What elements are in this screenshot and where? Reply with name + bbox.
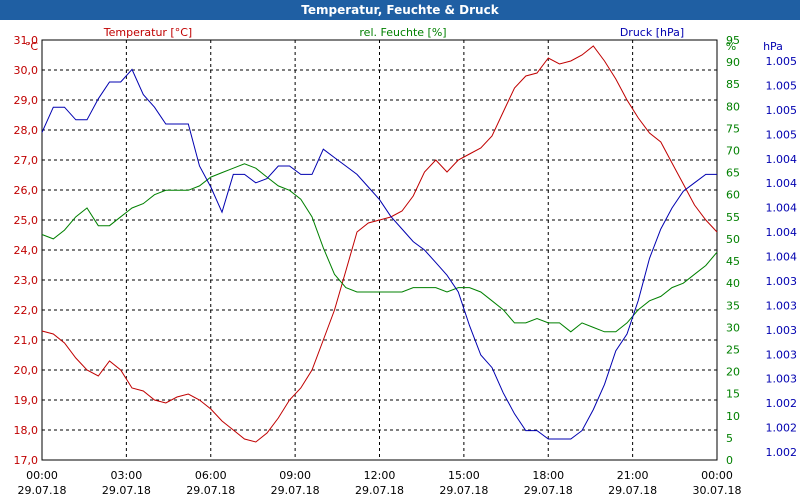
x-tick-label-date: 29.07.18 — [18, 484, 67, 497]
x-tick-label-time: 09:00 — [279, 469, 311, 482]
x-tick-label-time: 00:00 — [701, 469, 733, 482]
y-tick-label-pressure: 1.002 — [766, 422, 798, 435]
y-tick-label-humidity: 15 — [726, 388, 740, 401]
y-tick-label-temperature: 31,0 — [14, 34, 39, 47]
y-tick-label-pressure: 1.003 — [766, 348, 798, 361]
y-tick-label-humidity: 35 — [726, 299, 740, 312]
x-tick-label-date: 29.07.18 — [524, 484, 573, 497]
y-tick-label-temperature: 18,0 — [14, 424, 39, 437]
x-tick-label-date: 29.07.18 — [608, 484, 657, 497]
x-tick-label-time: 00:00 — [26, 469, 58, 482]
y-tick-label-pressure: 1.003 — [766, 299, 798, 312]
y-tick-label-humidity: 50 — [726, 233, 740, 246]
axes: 31,0 30,0 29,0 28,0 27,0 26,0 25,0 24,0 23,0 22,0… — [14, 26, 798, 497]
y-tick-label-temperature: 21,0 — [14, 334, 39, 347]
y-tick-label-humidity: 45 — [726, 255, 740, 268]
y-tick-label-temperature: 28,0 — [14, 124, 39, 137]
series — [41, 45, 718, 443]
y-tick-label-humidity: 75 — [726, 122, 740, 135]
y-tick-label-pressure: 1.004 — [766, 153, 798, 166]
y-tick-label-temperature: 17,0 — [14, 454, 39, 467]
y-tick-label-temperature: 30,0 — [14, 64, 39, 77]
x-tick-label-date: 30.07.18 — [693, 484, 742, 497]
grid — [41, 39, 718, 461]
y-tick-label-humidity: 65 — [726, 167, 740, 180]
x-tick-label-date: 29.07.18 — [439, 484, 488, 497]
x-tick-label-date: 29.07.18 — [271, 484, 320, 497]
x-tick-label-time: 18:00 — [532, 469, 564, 482]
y-tick-label-pressure: 1.005 — [766, 79, 798, 92]
right-axis-unit: % — [726, 40, 736, 53]
y-tick-label-humidity: 20 — [726, 366, 740, 379]
y-tick-label-humidity: 80 — [726, 100, 740, 113]
y-tick-label-temperature: 20,0 — [14, 364, 39, 377]
y-tick-label-pressure: 1.004 — [766, 226, 798, 239]
y-tick-label-pressure: 1.002 — [766, 446, 798, 459]
y-tick-label-temperature: 26,0 — [14, 184, 39, 197]
y-tick-label-pressure: 1.003 — [766, 275, 798, 288]
y-tick-label-humidity: 25 — [726, 343, 740, 356]
pressure-legend-label: Druck [hPa] — [620, 26, 684, 39]
humidity-legend-label: rel. Feuchte [%] — [359, 26, 446, 39]
y-tick-label-pressure: 1.004 — [766, 202, 798, 215]
y-tick-label-humidity: 95 — [726, 34, 740, 47]
y-tick-label-temperature: 25,0 — [14, 214, 39, 227]
y-tick-label-pressure: 1.005 — [766, 104, 798, 117]
y-tick-label-humidity: 85 — [726, 78, 740, 91]
y-tick-label-pressure: 1.004 — [766, 251, 798, 264]
y-tick-label-humidity: 70 — [726, 145, 740, 158]
y-tick-label-pressure: 1.003 — [766, 373, 798, 386]
y-tick-label-humidity: 0 — [726, 454, 733, 467]
y-tick-label-pressure: 1.003 — [766, 324, 798, 337]
series-line-temperature — [41, 45, 718, 443]
x-tick-label-time: 21:00 — [617, 469, 649, 482]
y-tick-label-pressure: 1.002 — [766, 397, 798, 410]
y-tick-label-humidity: 60 — [726, 189, 740, 202]
y-tick-label-temperature: 24,0 — [14, 244, 39, 257]
y-tick-label-humidity: 10 — [726, 410, 740, 423]
x-tick-label-date: 29.07.18 — [102, 484, 151, 497]
y-tick-label-temperature: 29,0 — [14, 94, 39, 107]
temperature-legend-label: Temperatur [°C] — [103, 26, 192, 39]
y-tick-label-humidity: 5 — [726, 432, 733, 445]
y-tick-label-temperature: 22,0 — [14, 304, 39, 317]
y-tick-label-humidity: 40 — [726, 277, 740, 290]
chart-title: Temperatur, Feuchte & Druck — [0, 0, 800, 20]
x-tick-label-time: 12:00 — [364, 469, 396, 482]
y-tick-label-pressure: 1.004 — [766, 177, 798, 190]
x-tick-label-date: 29.07.18 — [355, 484, 404, 497]
left-axis-unit: °C — [25, 40, 39, 53]
x-tick-label-time: 03:00 — [111, 469, 143, 482]
y-tick-label-pressure: 1.005 — [766, 55, 798, 68]
series-line-humidity — [41, 163, 718, 333]
y-tick-label-humidity: 90 — [726, 56, 740, 69]
x-tick-label-date: 29.07.18 — [186, 484, 235, 497]
far-right-axis-unit: hPa — [763, 40, 783, 53]
y-tick-label-humidity: 30 — [726, 321, 740, 334]
x-tick-label-time: 15:00 — [448, 469, 480, 482]
series-line-pressure — [41, 68, 717, 440]
y-tick-label-temperature: 23,0 — [14, 274, 39, 287]
y-tick-label-temperature: 19,0 — [14, 394, 39, 407]
x-tick-label-time: 06:00 — [195, 469, 227, 482]
y-tick-label-temperature: 27,0 — [14, 154, 39, 167]
y-tick-label-pressure: 1.005 — [766, 128, 798, 141]
y-tick-label-humidity: 55 — [726, 211, 740, 224]
